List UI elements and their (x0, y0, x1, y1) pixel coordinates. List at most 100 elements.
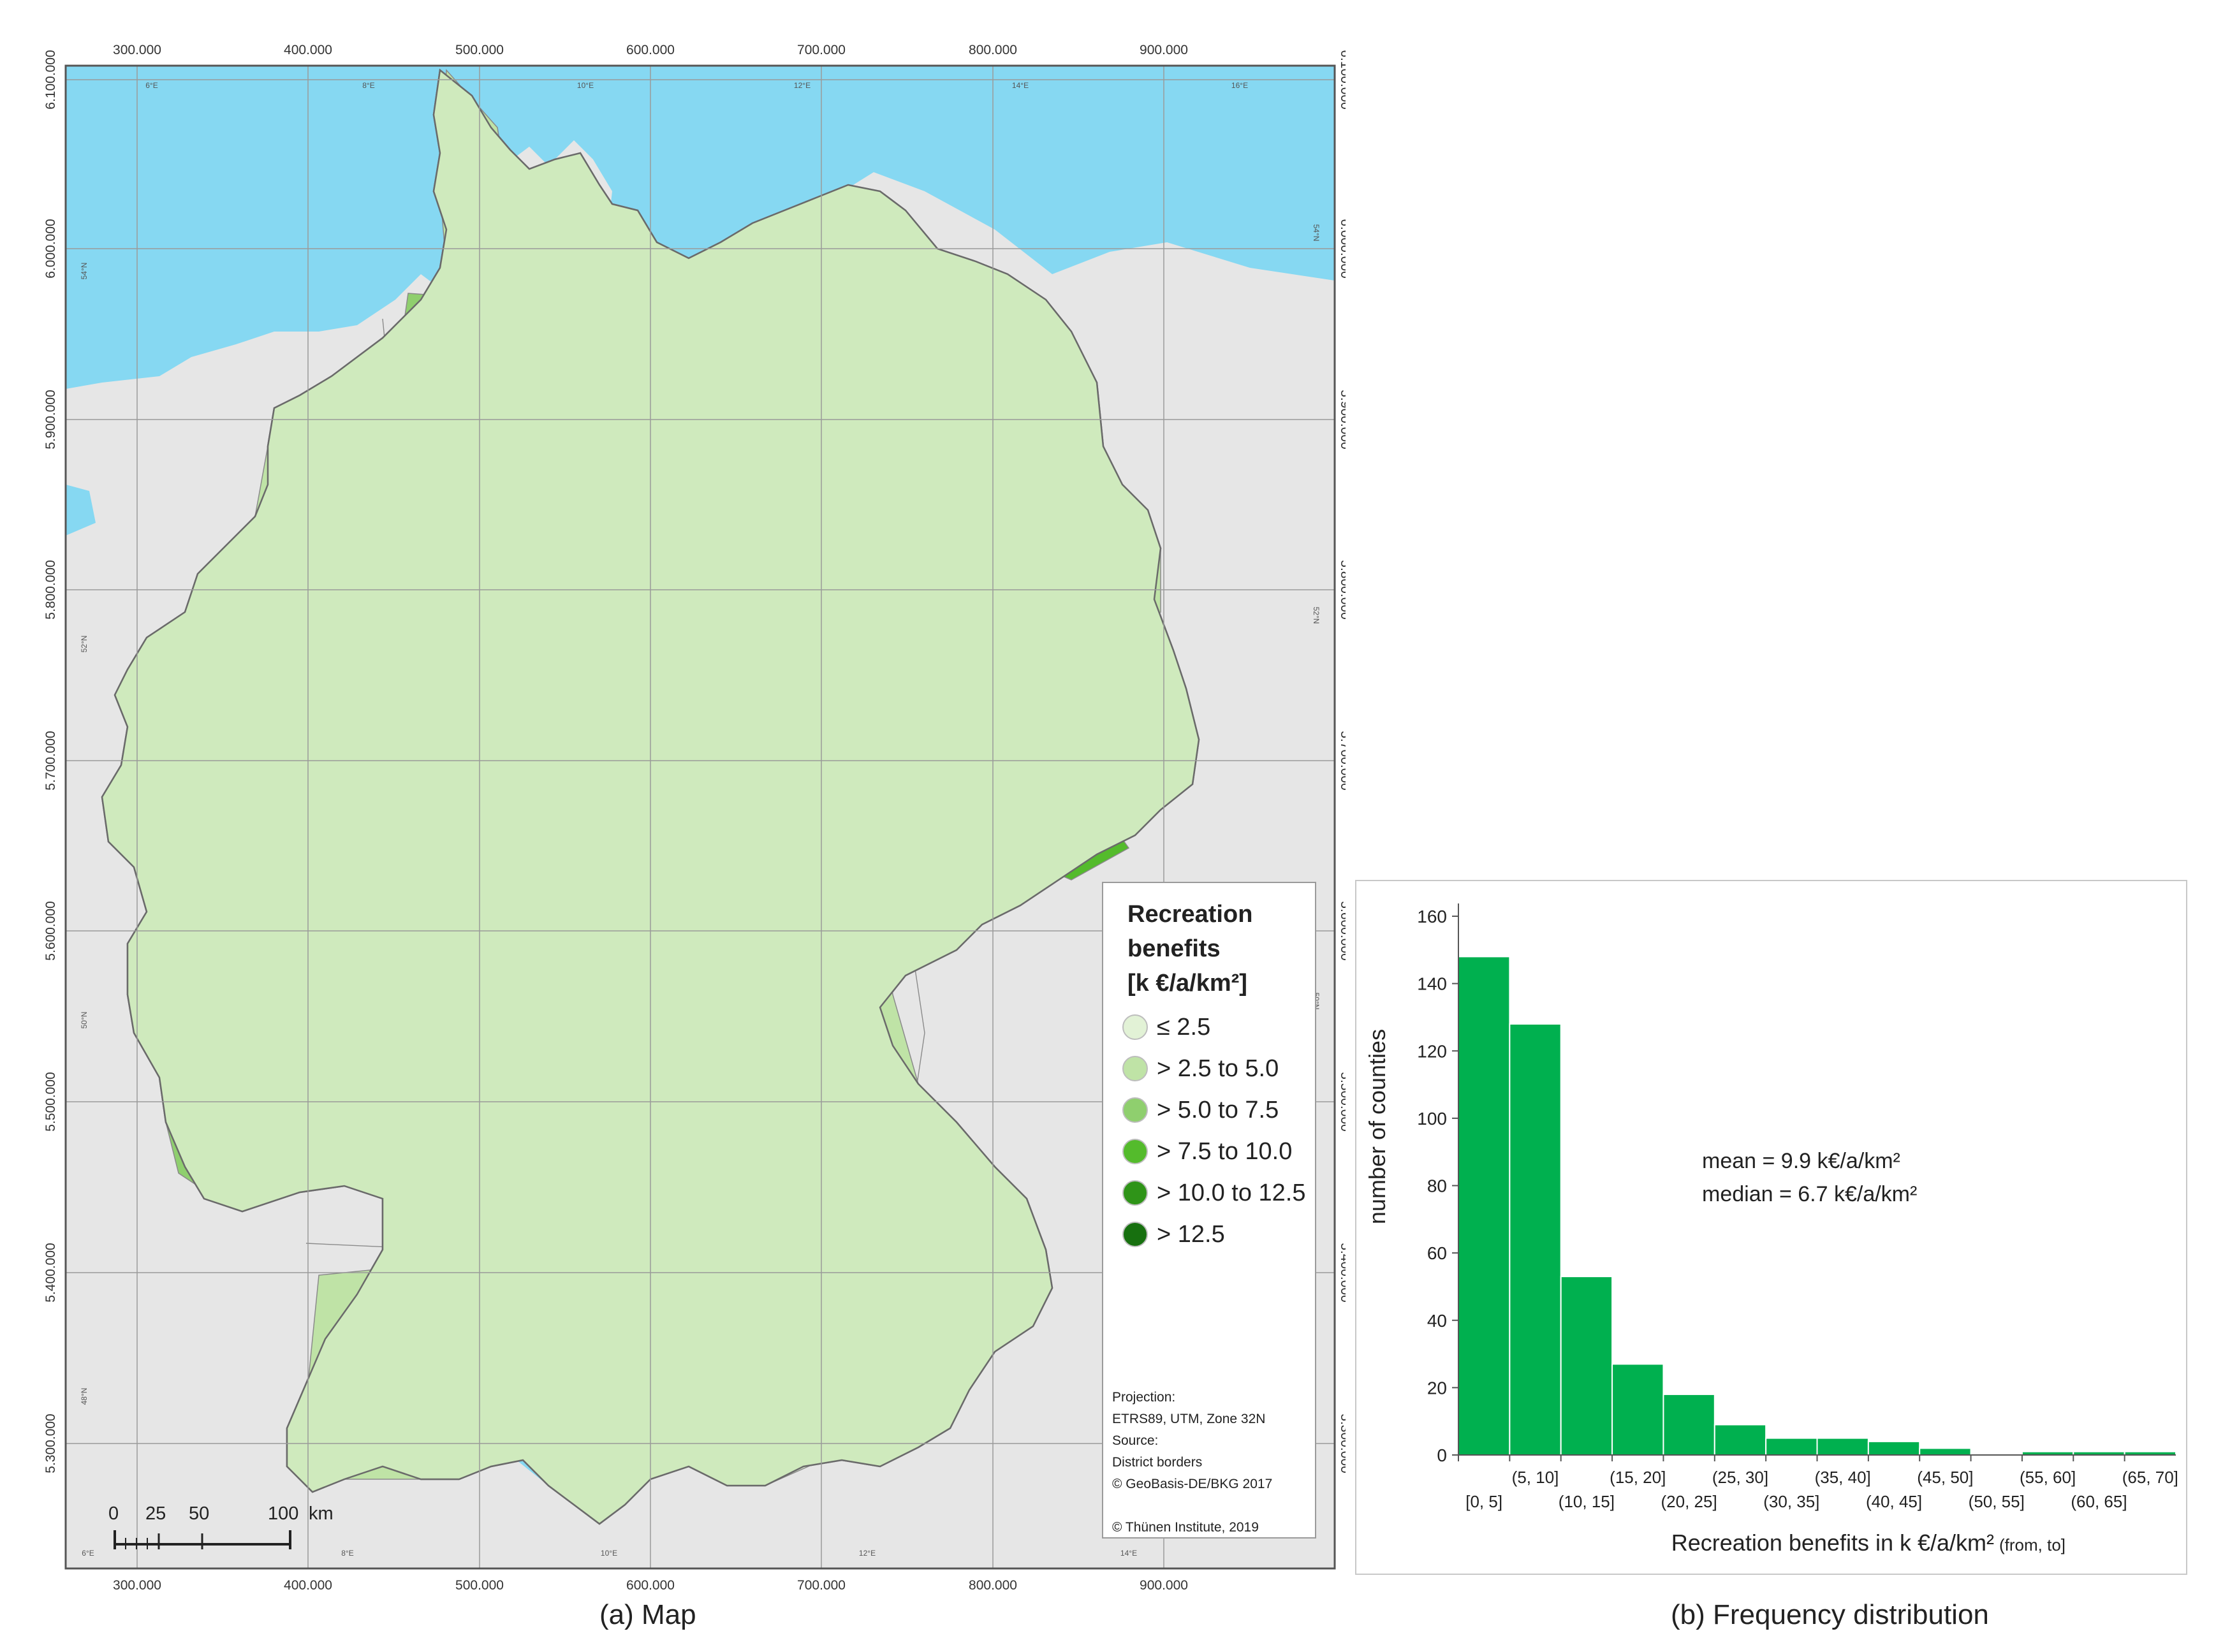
y-coord-right-label: 5.500.000 (1338, 1072, 1346, 1131)
meta-line-1: Projection: (1112, 1390, 1176, 1405)
y-coord-labels-right: 6.100.000 6.000.000 5.900.000 5.800.000 5.70… (1338, 50, 1353, 1473)
meta-line-7: © Thünen Institute, 2019 (1112, 1520, 1259, 1535)
x-coord-top-label: 700.000 (797, 43, 846, 57)
histogram-bar (1458, 956, 1511, 1456)
y-coord-right-label: 5.300.000 (1338, 1414, 1346, 1473)
x-tick-label: (60, 65] (2071, 1492, 2127, 1511)
x-coord-bottom-label: 300.000 (113, 1578, 161, 1593)
latitude-right-label: 52°N (1312, 607, 1321, 624)
y-axis: 0 20 40 60 80 100 120 140 160 (1417, 903, 1459, 1465)
meta-line-5: © GeoBasis-DE/BKG 2017 (1112, 1477, 1273, 1491)
longitude-bottom-label: 14°E (1120, 1549, 1137, 1558)
meta-line-spacer (1112, 1495, 1272, 1517)
y-coord-left-label: 5.800.000 (43, 560, 58, 619)
y-coord-right-label: 5.600.000 (1338, 901, 1346, 960)
x-coord-bottom-label: 800.000 (969, 1578, 1017, 1593)
x-coord-top-label: 800.000 (969, 43, 1017, 57)
y-coord-right-label: 5.900.000 (1338, 390, 1346, 449)
y-coord-labels-left: 6.100.000 6.000.000 5.900.000 5.800.000 5.70… (43, 50, 58, 1473)
longitude-top-label: 16°E (1231, 81, 1248, 90)
legend-title: Recreation benefits [k €/a/km²] (1127, 897, 1252, 1000)
legend-label-1: ≤ 2.5 (1157, 1013, 1211, 1041)
longitude-bottom-label: 10°E (601, 1549, 617, 1558)
legend-swatch-4 (1122, 1139, 1148, 1164)
longitude-top-label: 12°E (794, 81, 811, 90)
legend-swatch-1 (1122, 1014, 1148, 1040)
longitude-labels-top: 6°E 8°E 10°E 12°E 14°E 16°E (145, 81, 1248, 90)
y-coord-right-label: 5.700.000 (1338, 731, 1346, 790)
x-tick-label: [0, 5] (1465, 1492, 1502, 1511)
map-panel: 300.000 400.000 500.000 600.000 700.000 800.0… (43, 43, 1353, 1593)
x-coord-bottom-label: 600.000 (626, 1578, 675, 1593)
latitude-right-label: 54°N (1312, 224, 1321, 242)
longitude-bottom-label: 6°E (82, 1549, 94, 1558)
scalebar-tick-0: 0 (108, 1503, 119, 1524)
legend-metadata: Projection: ETRS89, UTM, Zone 32N Source… (1112, 1387, 1272, 1539)
y-tick-label: 140 (1417, 974, 1447, 994)
x-tick-label: (25, 30] (1712, 1468, 1768, 1487)
x-coord-bottom-label: 900.000 (1140, 1578, 1188, 1593)
x-axis-label-suffix: (from, to] (1999, 1535, 2066, 1554)
y-tick-label: 60 (1427, 1243, 1447, 1263)
x-coord-labels-top: 300.000 400.000 500.000 600.000 700.000 800.0… (113, 43, 1188, 57)
legend-class-1: ≤ 2.5 (1122, 1009, 1210, 1045)
histogram-bar (1560, 1276, 1613, 1456)
map-frame-border (64, 64, 1336, 1570)
x-tick-label: (10, 15] (1559, 1492, 1615, 1511)
legend-label-2: > 2.5 to 5.0 (1157, 1055, 1279, 1082)
y-coord-left-label: 5.700.000 (43, 731, 58, 790)
x-tick-label: (65, 70] (2122, 1468, 2178, 1487)
histogram-bar (1509, 1023, 1562, 1456)
sea-inlet (66, 485, 96, 536)
latitude-left-label: 52°N (80, 636, 89, 653)
latitude-left-label: 50°N (80, 1012, 89, 1029)
y-tick-label: 0 (1437, 1445, 1447, 1465)
scalebar-tick-50: 50 (189, 1503, 210, 1524)
longitude-top-label: 14°E (1012, 81, 1029, 90)
legend-label-6: > 12.5 (1157, 1220, 1225, 1248)
y-tick-label: 160 (1417, 907, 1447, 926)
scalebar-unit: km (309, 1503, 334, 1524)
legend-swatch-3 (1122, 1097, 1148, 1123)
legend-swatch-6 (1122, 1222, 1148, 1247)
x-tick-label: (35, 40] (1815, 1468, 1871, 1487)
map-legend: Recreation benefits [k €/a/km²] ≤ 2.5 > … (1102, 882, 1316, 1539)
histogram-bar (1919, 1447, 1972, 1456)
x-tick-label: (45, 50] (1917, 1468, 1973, 1487)
median-annotation: median = 6.7 k€/a/km² (1702, 1182, 1917, 1206)
y-coord-left-label: 5.600.000 (43, 901, 58, 960)
y-tick-label: 80 (1427, 1176, 1447, 1196)
histogram-bars (1458, 956, 2176, 1456)
mean-annotation: mean = 9.9 k€/a/km² (1702, 1149, 1900, 1173)
x-tick-label: (15, 20] (1610, 1468, 1666, 1487)
y-coord-left-label: 5.300.000 (43, 1414, 58, 1473)
legend-class-3: > 5.0 to 7.5 (1122, 1092, 1279, 1128)
legend-class-6: > 12.5 (1122, 1217, 1225, 1252)
x-coord-top-label: 400.000 (284, 43, 332, 57)
legend-label-4: > 7.5 to 10.0 (1157, 1137, 1293, 1165)
x-tick-label: (20, 25] (1661, 1492, 1717, 1511)
longitude-bottom-label: 8°E (341, 1549, 353, 1558)
y-coord-left-label: 5.500.000 (43, 1072, 58, 1131)
x-tick-label: (40, 45] (1866, 1492, 1922, 1511)
longitude-top-label: 10°E (577, 81, 594, 90)
frequency-histogram: 0 20 40 60 80 100 120 140 160 [0, 5] (5, 10](10, … (1364, 903, 2178, 1556)
x-tick-label: (55, 60] (2020, 1468, 2076, 1487)
histogram-panel: 0 20 40 60 80 100 120 140 160 [0, 5] (5, 10] (10, … (1355, 880, 2187, 1575)
y-coord-right-label: 5.800.000 (1338, 560, 1346, 619)
legend-title-line-1: Recreation (1127, 901, 1253, 928)
y-tick-label: 100 (1417, 1109, 1447, 1129)
x-coord-bottom-label: 400.000 (284, 1578, 332, 1593)
y-coord-right-label: 6.000.000 (1338, 219, 1346, 278)
latitude-left-label: 54°N (80, 263, 89, 280)
histogram-bar (1662, 1393, 1715, 1456)
scale-bar (114, 1530, 291, 1549)
x-coord-bottom-label: 700.000 (797, 1578, 846, 1593)
histogram-caption: (b) Frequency distribution (1671, 1599, 1989, 1630)
y-coord-left-label: 5.400.000 (43, 1243, 58, 1302)
legend-swatch-2 (1122, 1056, 1148, 1081)
legend-class-4: > 7.5 to 10.0 (1122, 1134, 1292, 1169)
legend-swatch-5 (1122, 1180, 1148, 1206)
x-coord-top-label: 600.000 (626, 43, 675, 57)
map-caption: (a) Map (599, 1599, 696, 1630)
